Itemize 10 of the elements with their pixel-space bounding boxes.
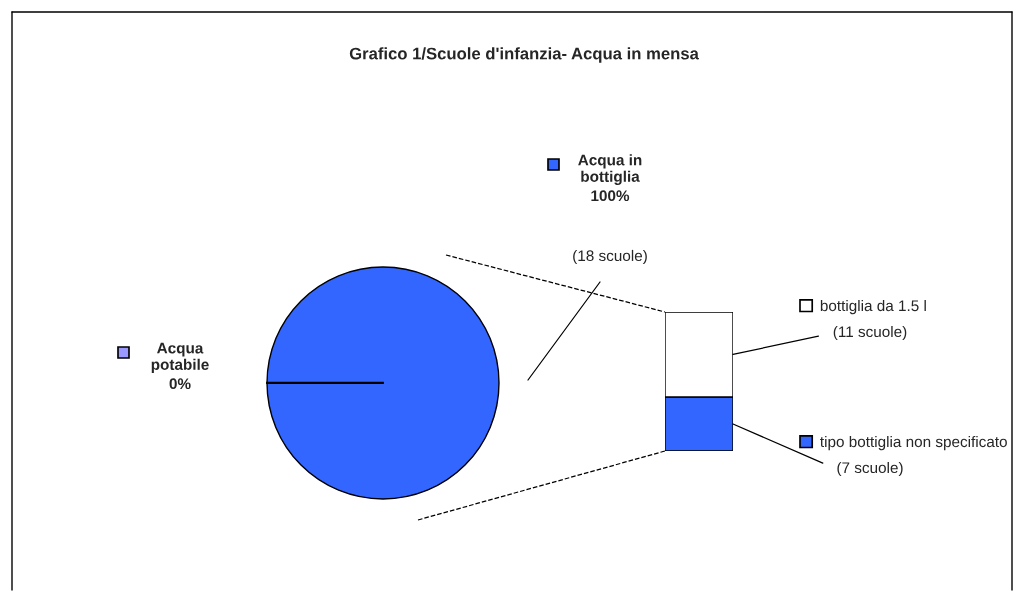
- legend-label: Acqua in bottiglia: [578, 154, 642, 185]
- data-label: (11 scuole): [833, 325, 907, 341]
- data-label: 100%: [591, 190, 630, 202]
- data-label: (7 scuole): [837, 461, 903, 477]
- legend-label: Acqua potabile: [151, 342, 209, 373]
- chart-title: Grafico 1/Scuole d'infanzia- Acqua in mensa: [349, 47, 699, 63]
- legend-label: tipo bottiglia non specificato: [820, 435, 1007, 451]
- legend-label: bottiglia da 1.5 l: [820, 299, 926, 315]
- text: 0%: [169, 378, 191, 390]
- text: (18 scuole): [573, 249, 647, 265]
